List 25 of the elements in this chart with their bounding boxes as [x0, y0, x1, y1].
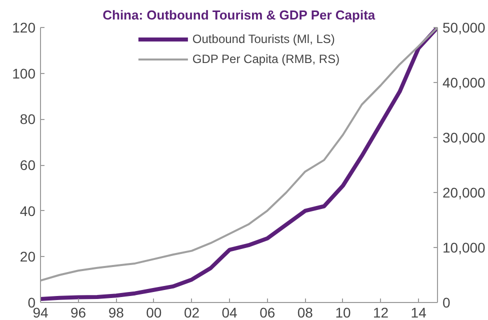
y-tick-label: 100	[12, 65, 36, 82]
y-tick-label: 20	[20, 248, 36, 265]
y2-tick-label: 40,000	[442, 74, 486, 90]
y2-tick-label: 20,000	[442, 184, 486, 200]
x-tick-label: 06	[260, 304, 276, 320]
chart-title: China: Outbound Tourism & GDP Per Capita	[102, 8, 376, 22]
y-tick-label: 60	[20, 157, 36, 173]
legend-label: Outbound Tourists (Ml, LS)	[192, 32, 335, 46]
legend-label: GDP Per Capita (RMB, RS)	[192, 52, 340, 66]
x-tick-label: 00	[146, 304, 162, 320]
y2-tick-label: 0	[442, 294, 450, 310]
y2-tick-label: 50,000	[442, 20, 486, 36]
y-tick-label: 80	[20, 111, 36, 128]
x-tick-label: 12	[373, 304, 389, 320]
x-tick-label: 96	[70, 304, 86, 320]
x-tick-label: 02	[184, 304, 200, 320]
x-tick-label: 10	[335, 304, 351, 320]
x-tick-label: 04	[222, 304, 238, 320]
y2-tick-label: 10,000	[442, 240, 486, 256]
x-tick-label: 08	[297, 304, 314, 320]
y-tick-label: 120	[12, 20, 36, 36]
y2-tick-label: 30,000	[442, 130, 486, 146]
x-tick-label: 14	[410, 304, 427, 320]
x-tick-label: 98	[108, 304, 124, 320]
y-tick-label: 40	[20, 202, 36, 219]
